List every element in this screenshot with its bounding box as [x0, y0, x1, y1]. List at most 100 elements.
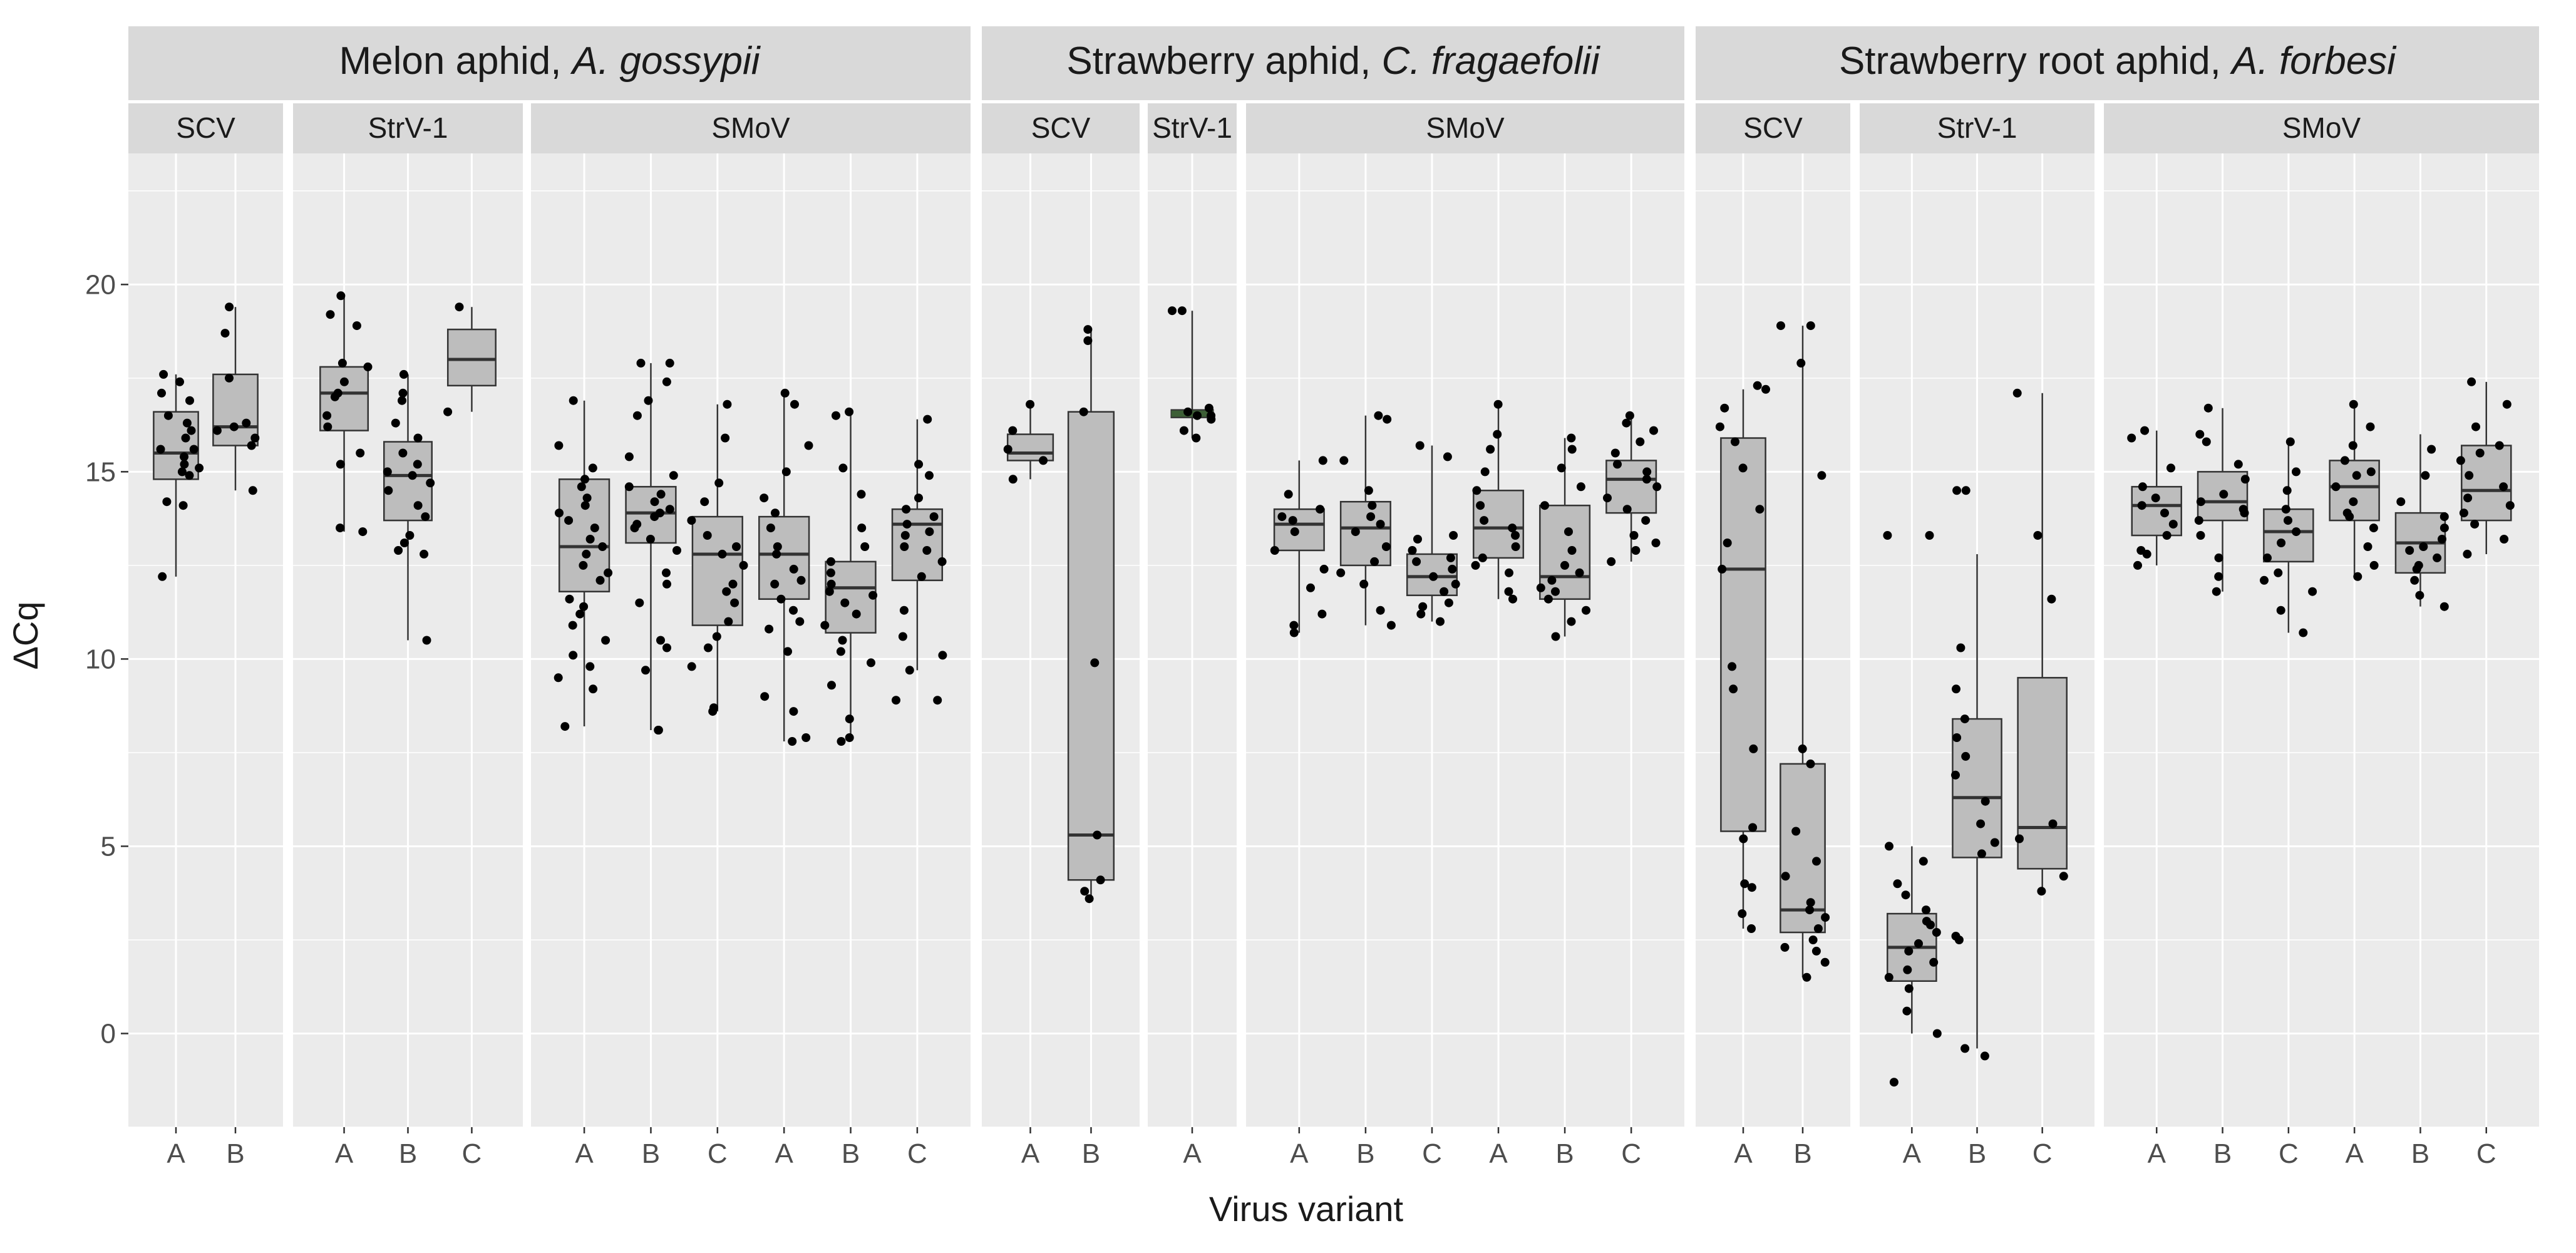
data-point: [2033, 531, 2043, 540]
data-point: [580, 475, 589, 484]
box-group: [820, 407, 878, 746]
data-point: [588, 463, 597, 473]
data-point: [162, 497, 172, 507]
data-point: [1805, 905, 1815, 915]
data-point: [1780, 942, 1790, 952]
data-point: [1575, 568, 1584, 577]
data-point: [789, 606, 798, 615]
data-point: [2037, 887, 2046, 896]
species-name: Strawberry aphid,: [1066, 39, 1381, 83]
data-point: [1536, 583, 1545, 592]
data-point: [1511, 531, 1520, 540]
data-point: [2349, 400, 2358, 409]
data-point: [1416, 609, 1426, 619]
data-point: [650, 497, 659, 507]
data-point: [1811, 946, 1821, 956]
data-point: [413, 501, 423, 510]
data-point: [1366, 512, 1376, 522]
box-group: [1336, 411, 1396, 630]
data-point: [1718, 564, 1727, 574]
data-point: [1806, 898, 1815, 907]
data-point: [1901, 890, 1910, 900]
data-point: [1960, 714, 1969, 724]
data-point: [421, 512, 430, 522]
data-point: [687, 662, 696, 671]
data-point: [1798, 744, 1807, 753]
data-point: [1408, 546, 1417, 555]
species-title: Strawberry aphid, C. fragaefolii: [1066, 39, 1600, 83]
data-point: [2274, 568, 2283, 577]
data-point: [2463, 549, 2472, 559]
data-point: [1952, 733, 1962, 742]
facet-panel: [1696, 153, 1850, 1127]
data-point: [827, 579, 836, 589]
data-point: [181, 433, 190, 443]
data-point: [2475, 448, 2485, 458]
data-point: [2137, 501, 2146, 510]
data-point: [1610, 448, 1620, 458]
data-point: [900, 531, 910, 540]
data-point: [1368, 501, 1377, 510]
data-point: [398, 396, 406, 405]
x-tick-label: B: [226, 1138, 244, 1169]
data-point: [1813, 924, 1823, 933]
data-point: [326, 310, 335, 319]
data-point: [2405, 546, 2414, 555]
data-point: [2203, 403, 2213, 413]
data-point: [2292, 467, 2300, 477]
data-point: [796, 575, 806, 585]
data-point: [2410, 575, 2419, 585]
data-point: [2202, 437, 2211, 446]
box-group: [443, 302, 497, 416]
data-point: [1319, 564, 1329, 574]
data-point: [333, 388, 343, 398]
data-point: [1821, 913, 1830, 922]
data-point: [860, 542, 870, 551]
data-point: [1039, 456, 1048, 465]
data-point: [2366, 467, 2376, 477]
data-point: [178, 501, 188, 510]
data-point: [1084, 894, 1094, 904]
x-tick-label: A: [1021, 1138, 1040, 1169]
data-point: [180, 460, 189, 469]
data-point: [1096, 875, 1105, 885]
data-point: [408, 471, 417, 480]
data-point: [220, 329, 230, 338]
data-point: [826, 568, 835, 577]
x-tick-label: A: [1903, 1138, 1922, 1169]
data-point: [212, 426, 222, 435]
data-point: [156, 445, 165, 454]
data-point: [601, 636, 611, 645]
data-point: [1359, 579, 1369, 589]
species-strip: [982, 26, 1684, 100]
data-point: [1776, 321, 1785, 331]
virus-label: SCV: [1031, 111, 1091, 144]
data-point: [1386, 621, 1396, 630]
box-group: [2456, 377, 2515, 559]
data-point: [703, 531, 712, 540]
box-group: [687, 400, 748, 716]
data-point: [569, 396, 578, 405]
box-group: [624, 358, 681, 735]
box-group: [1536, 433, 1591, 641]
species-name: Melon aphid,: [339, 39, 572, 83]
data-point: [665, 505, 674, 514]
data-point: [598, 542, 607, 551]
data-point: [2047, 594, 2056, 604]
data-point: [644, 396, 653, 405]
data-point: [1990, 838, 1999, 847]
data-point: [1932, 1029, 1942, 1038]
data-point: [1925, 531, 1934, 540]
data-point: [1567, 546, 1577, 555]
data-point: [2349, 497, 2358, 507]
data-point: [714, 478, 724, 488]
data-point: [1715, 422, 1724, 431]
data-point: [2140, 426, 2150, 435]
x-tick-label: C: [2032, 1138, 2053, 1169]
data-point: [788, 737, 797, 746]
data-point: [852, 609, 861, 619]
data-point: [585, 662, 595, 671]
data-point: [1026, 400, 1035, 409]
data-point: [1781, 872, 1790, 881]
data-point: [157, 388, 166, 398]
